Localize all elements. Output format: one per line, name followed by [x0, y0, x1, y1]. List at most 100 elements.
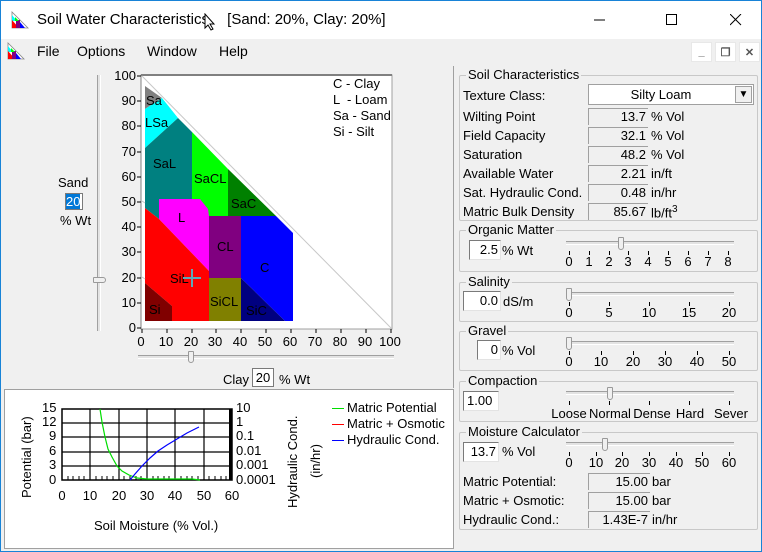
compaction-slider-thumb[interactable] — [607, 387, 613, 400]
gravel-input[interactable]: 0 — [477, 340, 501, 360]
moisture-ticks: 0 10 20 30 40 50 60 — [460, 452, 759, 472]
y-tick: 40 — [121, 219, 136, 234]
x-tick: 60 — [224, 488, 240, 503]
y-tick: 80 — [121, 118, 136, 133]
right-tick: 0.001 — [236, 457, 269, 472]
moisture-slider-thumb[interactable] — [602, 438, 608, 451]
region-l — [159, 199, 209, 271]
x-tick: 100 — [379, 334, 401, 349]
legend-item: Sa - Sand — [333, 108, 391, 123]
compaction-input[interactable]: 1.00 — [463, 391, 499, 411]
matric-osmotic-value: 15.00 — [588, 492, 650, 509]
clay-slider-thumb[interactable] — [188, 351, 194, 363]
saturation-value: 48.2 — [588, 146, 648, 163]
menu-options[interactable]: Options — [77, 43, 126, 59]
gravel-group: Gravel 0 % Vol 0 10 20 30 40 50 — [459, 323, 758, 371]
group-title: Organic Matter — [466, 222, 556, 237]
matric-bulk-density-value: 85.67 — [588, 203, 648, 220]
organic-matter-ticks: 0 1 2 3 4 5 6 7 8 — [460, 251, 759, 271]
menu-help[interactable]: Help — [219, 43, 248, 59]
window-title-main: Soil Water Characteristics — [37, 11, 209, 28]
minimize-button[interactable] — [577, 1, 623, 39]
x-tick: 0 — [137, 334, 145, 349]
texture-class-dropdown[interactable]: Silty Loam ▼ — [588, 84, 754, 105]
region-sa — [145, 86, 162, 109]
mdi-restore-button[interactable]: ❐ — [715, 42, 736, 62]
gravel-slider-track[interactable] — [566, 341, 734, 345]
mouse-cursor-icon — [204, 13, 216, 31]
svg-text:SaCL: SaCL — [194, 171, 227, 186]
sand-label: Sand — [58, 175, 89, 190]
y-tick: 60 — [121, 169, 136, 184]
clay-slider-track[interactable] — [138, 355, 394, 359]
region-sic — [241, 278, 285, 321]
moisture-chart-panel: 15 12 9 6 3 0 10 1 0.1 0.01 0.001 0.0001… — [4, 389, 454, 549]
legend-matric-osmotic: Matric + Osmotic — [330, 416, 445, 432]
sat-hydraulic-cond-value: 0.48 — [588, 184, 648, 201]
svg-text:SiCL: SiCL — [210, 294, 238, 309]
legend-item: L - Loam — [333, 92, 388, 107]
x-tick: 50 — [257, 334, 273, 349]
svg-text:C: C — [260, 260, 269, 275]
x-tick: 80 — [332, 334, 348, 349]
y-tick: 90 — [121, 93, 136, 108]
close-button[interactable] — [713, 1, 759, 39]
y-tick: 10 — [121, 295, 136, 310]
organic-matter-unit: % Wt — [502, 243, 534, 258]
clay-input[interactable]: 20 — [252, 368, 274, 387]
salinity-slider-track[interactable] — [566, 292, 734, 296]
x-tick: 50 — [196, 488, 212, 503]
salinity-unit: dS/m — [503, 294, 534, 309]
region-lsa — [145, 98, 178, 148]
matric-osmotic-label: Matric + Osmotic: — [463, 493, 565, 508]
organic-matter-slider-thumb[interactable] — [618, 237, 624, 250]
menu-window[interactable]: Window — [147, 43, 197, 59]
close-icon — [730, 14, 742, 26]
gravel-slider-thumb[interactable] — [566, 337, 572, 350]
restore-icon: ❐ — [720, 46, 731, 59]
moisture-slider-track[interactable] — [566, 442, 734, 446]
mdi-close-button[interactable]: ✕ — [739, 42, 760, 62]
matric-bulk-density-label: Matric Bulk Density — [463, 204, 575, 219]
texture-triangle-plot[interactable]: Sa LSa SaL SaCL SaC L CL SiL Si SiCL C S… — [102, 66, 402, 356]
organic-matter-group: Organic Matter 2.5 % Wt 0 1 2 3 4 5 6 7 … — [459, 222, 759, 272]
wilting-point-value: 13.7 — [588, 108, 648, 125]
right-tick: 0.01 — [236, 443, 262, 458]
field-capacity-value: 32.1 — [588, 127, 648, 144]
title-bar: Soil Water Characteristics [Sand: 20%, C… — [1, 1, 761, 39]
moisture-input[interactable]: 13.7 — [463, 442, 499, 462]
window-title-suffix: [Sand: 20%, Clay: 20%] — [227, 11, 386, 28]
y-tick: 50 — [121, 194, 136, 209]
saturation-label: Saturation — [463, 147, 523, 162]
svg-text:SiC: SiC — [246, 303, 267, 318]
organic-matter-slider-track[interactable] — [566, 241, 734, 245]
dropdown-arrow-icon[interactable]: ▼ — [735, 86, 752, 103]
right-tick: 1 — [236, 414, 244, 429]
close-icon: ✕ — [744, 46, 755, 59]
document-icon[interactable] — [7, 42, 25, 60]
group-title: Salinity — [466, 274, 512, 289]
hydraulic-cond-unit: in/hr — [652, 512, 678, 527]
position-marker — [183, 269, 201, 287]
salinity-slider-thumb[interactable] — [566, 288, 572, 301]
maximize-button[interactable] — [649, 1, 695, 39]
sand-slider-track[interactable] — [97, 75, 101, 331]
left-tick: 3 — [49, 457, 57, 472]
legend-matric-potential: Matric Potential — [330, 400, 445, 416]
salinity-input[interactable]: 0.0 — [463, 291, 501, 311]
y-tick: 30 — [121, 244, 136, 259]
svg-text:SaL: SaL — [153, 156, 176, 171]
sand-input[interactable]: 20 — [65, 193, 83, 210]
compaction-slider-track[interactable] — [566, 391, 734, 395]
matric-potential-label: Matric Potential: — [463, 474, 557, 489]
svg-text:L: L — [178, 210, 185, 225]
clay-axis-ticks: 0 10 20 30 40 50 60 70 80 90 100 — [2, 334, 454, 350]
sand-slider-thumb[interactable] — [93, 277, 106, 283]
menu-file[interactable]: File — [37, 43, 60, 59]
group-title: Moisture Calculator — [466, 424, 582, 439]
organic-matter-input[interactable]: 2.5 — [469, 240, 501, 260]
x-tick: 20 — [111, 488, 127, 503]
x-tick: 60 — [282, 334, 298, 349]
mdi-minimize-button[interactable]: _ — [691, 42, 712, 62]
